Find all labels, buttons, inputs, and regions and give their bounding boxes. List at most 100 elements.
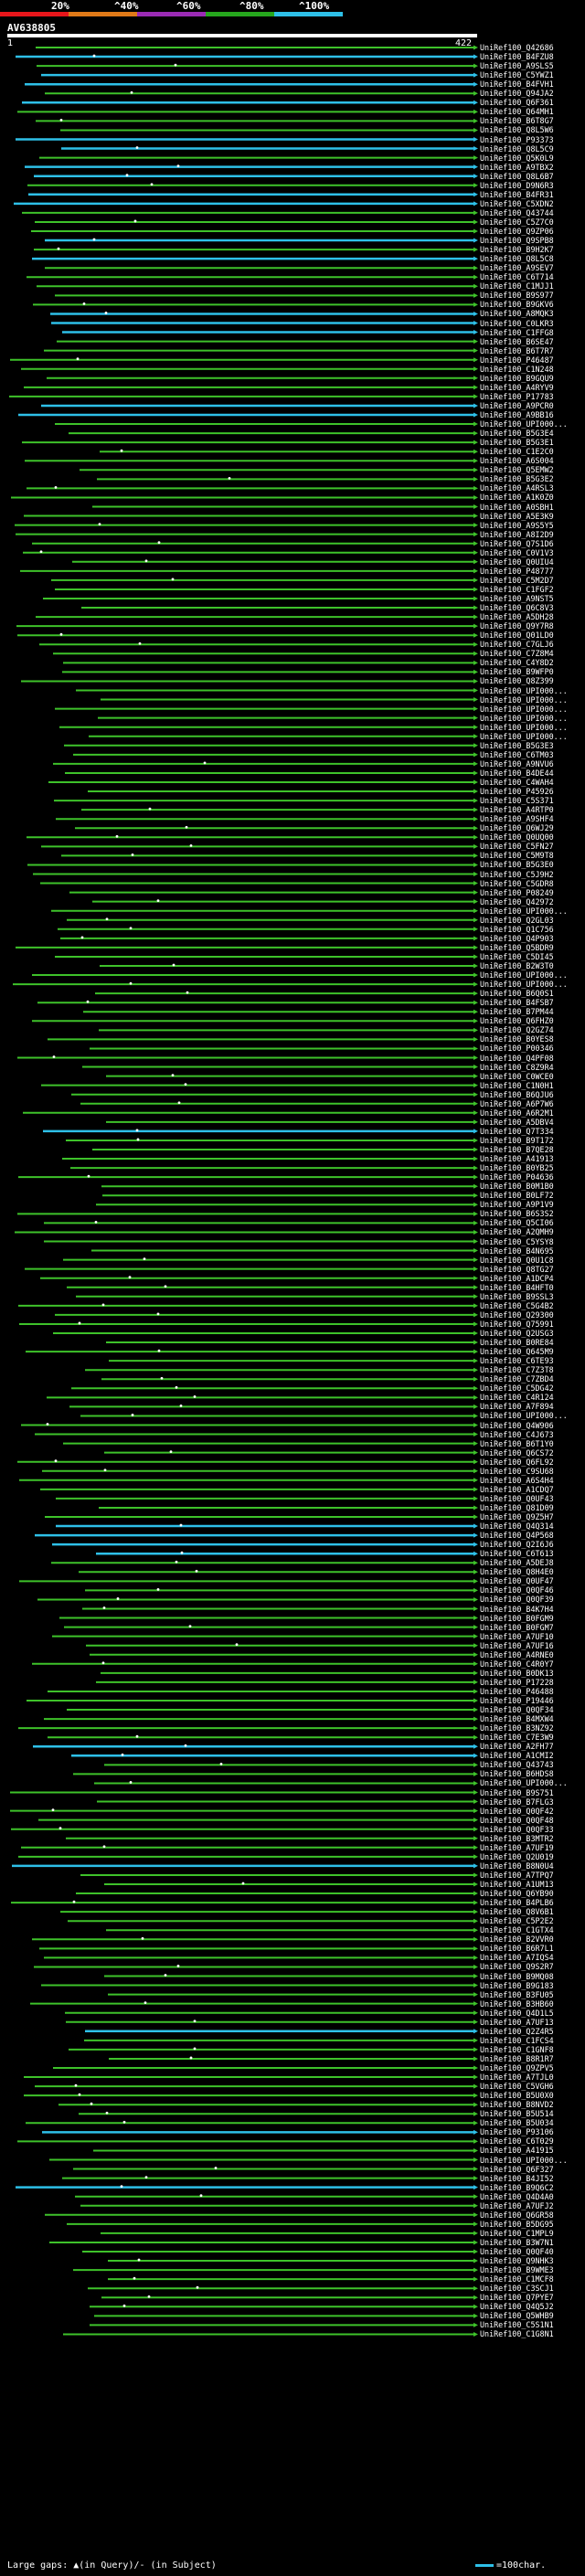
hit-label[interactable]: UniRef100_C6TE93 [480,1356,554,1366]
hit-label[interactable]: UniRef100_Q94JA2 [480,89,554,99]
hit-label[interactable]: UniRef100_B7FLG3 [480,1797,554,1807]
hit-label[interactable]: UniRef100_Q8Z399 [480,676,554,686]
hit-label[interactable]: UniRef100_B9T172 [480,1135,554,1145]
hit-label[interactable]: UniRef100_B4MXW4 [480,1714,554,1724]
hit-label[interactable]: UniRef100_C7Z3T8 [480,1365,554,1375]
hit-label[interactable]: UniRef100_Q4D1L5 [480,2008,554,2018]
hit-label[interactable]: UniRef100_C5J9H2 [480,869,554,879]
hit-label[interactable]: UniRef100_A2FH77 [480,1742,554,1752]
hit-label[interactable]: UniRef100_A7UF16 [480,1640,554,1650]
hit-label[interactable]: UniRef100_P46487 [480,355,554,365]
hit-label[interactable]: UniRef100_C5DI45 [480,951,554,961]
hit-label[interactable]: UniRef100_Q43744 [480,207,554,217]
hit-label[interactable]: UniRef100_Q42686 [480,43,554,52]
hit-label[interactable]: UniRef100_UPI000... [480,704,568,714]
hit-label[interactable]: UniRef100_Q4D4A0 [480,2191,554,2201]
hit-label[interactable]: UniRef100_B3NZ92 [480,1723,554,1733]
hit-label[interactable]: UniRef100_Q8V6B1 [480,1907,554,1917]
hit-label[interactable]: UniRef100_B5U514 [480,2109,554,2119]
hit-label[interactable]: UniRef100_A41915 [480,2146,554,2156]
hit-label[interactable]: UniRef100_Q0UF47 [480,1576,554,1586]
hit-label[interactable]: UniRef100_C7Z8M4 [480,649,554,659]
hit-label[interactable]: UniRef100_Q4P568 [480,1531,554,1541]
hit-label[interactable]: UniRef100_C5FN27 [480,842,554,852]
hit-label[interactable]: UniRef100_Q2GZ74 [480,1025,554,1035]
hit-label[interactable]: UniRef100_Q2GL03 [480,915,554,925]
hit-label[interactable]: UniRef100_A4RTP0 [480,805,554,815]
hit-label[interactable]: UniRef100_Q8L5C9 [480,143,554,154]
hit-label[interactable]: UniRef100_UPI000... [480,731,568,741]
hit-label[interactable]: UniRef100_B5G3E1 [480,438,554,448]
hit-label[interactable]: UniRef100_C1FCS4 [480,2035,554,2045]
hit-label[interactable]: UniRef100_A2QMH9 [480,1227,554,1237]
hit-label[interactable]: UniRef100_B3FU05 [480,1989,554,1999]
hit-label[interactable]: UniRef100_Q43743 [480,1760,554,1770]
hit-label[interactable]: UniRef100_A9TBX2 [480,162,554,172]
hit-label[interactable]: UniRef100_B0FGM9 [480,1613,554,1623]
hit-label[interactable]: UniRef100_Q0QF33 [480,1824,554,1834]
hit-label[interactable]: UniRef100_A7IQS4 [480,1953,554,1963]
hit-label[interactable]: UniRef100_A9S5Y5 [480,520,554,530]
hit-label[interactable]: UniRef100_C4R124 [480,1393,554,1403]
hit-label[interactable]: UniRef100_B4HFT0 [480,1282,554,1292]
hit-label[interactable]: UniRef100_B5G3E3 [480,740,554,750]
hit-label[interactable]: UniRef100_B9WME3 [480,2265,554,2275]
hit-label[interactable]: UniRef100_Q2U019 [480,1851,554,1861]
hit-label[interactable]: UniRef100_C8Z9R4 [480,1062,554,1072]
hit-label[interactable]: UniRef100_UPI000... [480,980,568,990]
hit-label[interactable]: UniRef100_C0V1V3 [480,547,554,557]
hit-label[interactable]: UniRef100_P08249 [480,887,554,897]
hit-label[interactable]: UniRef100_B6SE47 [480,336,554,346]
hit-label[interactable]: UniRef100_C1N248 [480,364,554,374]
hit-label[interactable]: UniRef100_B9S751 [480,1787,554,1797]
hit-label[interactable]: UniRef100_Q2USG3 [480,1329,554,1338]
hit-label[interactable]: UniRef100_Q0QF40 [480,2247,554,2256]
hit-label[interactable]: UniRef100_Q9Y7R8 [480,621,554,631]
hit-label[interactable]: UniRef100_A9P1V9 [480,1200,554,1210]
hit-label[interactable]: UniRef100_A9SHF4 [480,814,554,824]
hit-label[interactable]: UniRef100_C1E2C0 [480,447,554,457]
hit-label[interactable]: UniRef100_Q6FHZ0 [480,1016,554,1026]
hit-label[interactable]: UniRef100_B9Q6C2 [480,2182,554,2192]
hit-label[interactable]: UniRef100_B5G3E0 [480,860,554,870]
hit-label[interactable]: UniRef100_B8N0U4 [480,1860,554,1871]
hit-label[interactable]: UniRef100_Q75991 [480,1319,554,1329]
hit-label[interactable]: UniRef100_Q8H4E0 [480,1567,554,1577]
hit-label[interactable]: UniRef100_A9NVU6 [480,758,554,769]
hit-label[interactable]: UniRef100_P93373 [480,134,554,144]
hit-label[interactable]: UniRef100_B9SSL3 [480,1291,554,1301]
hit-label[interactable]: UniRef100_P19446 [480,1696,554,1705]
hit-label[interactable]: UniRef100_Q01LD0 [480,631,554,641]
hit-label[interactable]: UniRef100_B4FR31 [480,189,554,199]
hit-label[interactable]: UniRef100_A7UF10 [480,1631,554,1641]
hit-label[interactable]: UniRef100_B9H2K7 [480,245,554,255]
hit-label[interactable]: UniRef100_A1K0Z0 [480,493,554,503]
hit-label[interactable]: UniRef100_P45926 [480,787,554,797]
hit-label[interactable]: UniRef100_Q4P903 [480,933,554,943]
hit-label[interactable]: UniRef100_UPI000... [480,685,568,695]
hit-label[interactable]: UniRef100_A6R2M1 [480,1108,554,1118]
hit-label[interactable]: UniRef100_Q6C8V3 [480,603,554,613]
hit-label[interactable]: UniRef100_A7F894 [480,1402,554,1412]
hit-label[interactable]: UniRef100_A5E3K9 [480,511,554,521]
hit-label[interactable]: UniRef100_B0FGM7 [480,1622,554,1632]
hit-label[interactable]: UniRef100_Q7S1D6 [480,538,554,548]
hit-label[interactable]: UniRef100_Q6GR58 [480,2210,554,2220]
hit-label[interactable]: UniRef100_C9SU68 [480,1466,554,1476]
hit-label[interactable]: UniRef100_A4RNE0 [480,1649,554,1659]
hit-label[interactable]: UniRef100_A4RSL3 [480,483,554,493]
hit-label[interactable]: UniRef100_D9N6R3 [480,180,554,190]
hit-label[interactable]: UniRef100_A1UM13 [480,1880,554,1889]
hit-label[interactable]: UniRef100_A7TPQ7 [480,1870,554,1880]
hit-label[interactable]: UniRef100_B4FZU8 [480,52,554,62]
hit-label[interactable]: UniRef100_P00346 [480,1044,554,1054]
hit-label[interactable]: UniRef100_C6T613 [480,1549,554,1559]
hit-label[interactable]: UniRef100_A1CMI2 [480,1751,554,1761]
hit-label[interactable]: UniRef100_C1N0H1 [480,1080,554,1090]
hit-label[interactable]: UniRef100_B6T7R7 [480,345,554,355]
hit-label[interactable]: UniRef100_Q8L6B7 [480,171,554,181]
hit-label[interactable]: UniRef100_A6S004 [480,456,554,466]
hit-label[interactable]: UniRef100_Q9ZP06 [480,227,554,236]
hit-label[interactable]: UniRef100_C1GTX4 [480,1925,554,1935]
hit-label[interactable]: UniRef100_A8MQK3 [480,309,554,319]
